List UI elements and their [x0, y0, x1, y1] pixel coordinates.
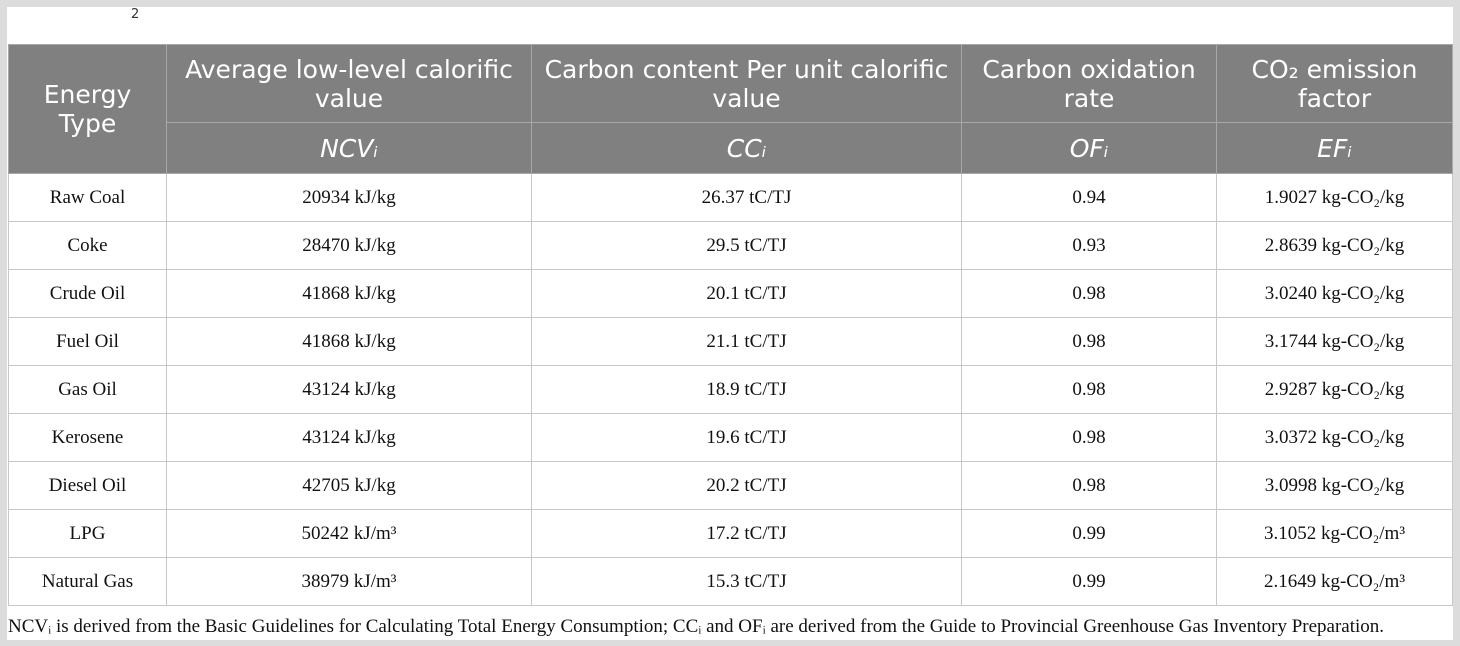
header-cell: CO₂ emission factor [1216, 44, 1453, 123]
table-cell: 19.6 tC/TJ [531, 413, 962, 462]
symbol-cell: NCVᵢ [166, 122, 532, 174]
table-cell: Gas Oil [8, 365, 167, 414]
table-row: LPG 50242 kJ/m³ 17.2 tC/TJ 0.99 3.1052 kg-CO… [8, 509, 1453, 558]
table-cell: 1.9027 kg-CO₂/kg [1216, 173, 1453, 222]
table-cell: 3.0998 kg-CO₂/kg [1216, 461, 1453, 510]
header-row: Energy Type Average low-level calorific v… [8, 44, 1453, 174]
table-cell: 28470 kJ/kg [166, 221, 532, 270]
table-cell: 3.1744 kg-CO₂/kg [1216, 317, 1453, 366]
table-cell: 21.1 tC/TJ [531, 317, 962, 366]
table-cell: 0.98 [961, 269, 1217, 318]
table-cell: 20.2 tC/TJ [531, 461, 962, 510]
table-cell: 0.94 [961, 173, 1217, 222]
table-cell: 20934 kJ/kg [166, 173, 532, 222]
table-cell: LPG [8, 509, 167, 558]
table-cell: 0.93 [961, 221, 1217, 270]
table-cell: 0.98 [961, 461, 1217, 510]
table-cell: 50242 kJ/m³ [166, 509, 532, 558]
table-cell: 0.98 [961, 365, 1217, 414]
table-row: Kerosene 43124 kJ/kg 19.6 tC/TJ 0.98 3.0372 … [8, 413, 1453, 462]
table-row: Natural Gas 38979 kJ/m³ 15.3 tC/TJ 0.99 2.16… [8, 557, 1453, 606]
table-cell: Crude Oil [8, 269, 167, 318]
table-cell: Kerosene [8, 413, 167, 462]
table-cell: 20.1 tC/TJ [531, 269, 962, 318]
table-row: Coke 28470 kJ/kg 29.5 tC/TJ 0.93 2.8639 kg-C… [8, 221, 1453, 270]
table-cell: 2.9287 kg-CO₂/kg [1216, 365, 1453, 414]
table-cell: 26.37 tC/TJ [531, 173, 962, 222]
table-body: Raw Coal 20934 kJ/kg 26.37 tC/TJ 0.94 1.9027… [8, 173, 1453, 606]
symbol-row: NCVᵢ CCᵢ OFᵢ EFᵢ [9, 122, 1453, 174]
symbol-cell: OFᵢ [961, 122, 1217, 174]
table-cell: Fuel Oil [8, 317, 167, 366]
table-row: Diesel Oil 42705 kJ/kg 20.2 tC/TJ 0.98 3.099… [8, 461, 1453, 510]
table-cell: 3.0240 kg-CO₂/kg [1216, 269, 1453, 318]
table-row: Crude Oil 41868 kJ/kg 20.1 tC/TJ 0.98 3.0240… [8, 269, 1453, 318]
table-cell: Raw Coal [8, 173, 167, 222]
table-cell: 18.9 tC/TJ [531, 365, 962, 414]
table-cell: Diesel Oil [8, 461, 167, 510]
header-cell: Carbon content Per unit calorific value [531, 44, 962, 123]
table-cell: 3.0372 kg-CO₂/kg [1216, 413, 1453, 462]
data-table: Energy Type Average low-level calorific v… [8, 44, 1453, 606]
table-cell: 41868 kJ/kg [166, 269, 532, 318]
header-cell: Carbon oxidation rate [961, 44, 1217, 123]
frame: 2 Energy Type Average low-level calorific… [7, 7, 1453, 640]
table-cell: 0.99 [961, 509, 1217, 558]
table-cell: 38979 kJ/m³ [166, 557, 532, 606]
header-cell: Energy Type [8, 44, 167, 174]
table-cell: Natural Gas [8, 557, 167, 606]
footnote: NCVᵢ is derived from the Basic Guideline… [8, 616, 1385, 637]
header-cell: Average low-level calorific value [166, 44, 532, 123]
table-cell: 42705 kJ/kg [166, 461, 532, 510]
table-row: Raw Coal 20934 kJ/kg 26.37 tC/TJ 0.94 1.9027… [8, 173, 1453, 222]
table-cell: 0.98 [961, 317, 1217, 366]
table-cell: 43124 kJ/kg [166, 365, 532, 414]
table-row: Gas Oil 43124 kJ/kg 18.9 tC/TJ 0.98 2.9287 k… [8, 365, 1453, 414]
table-cell: 3.1052 kg-CO₂/m³ [1216, 509, 1453, 558]
table-cell: 29.5 tC/TJ [531, 221, 962, 270]
table-cell: 43124 kJ/kg [166, 413, 532, 462]
table-cell: 17.2 tC/TJ [531, 509, 962, 558]
symbol-cell: EFᵢ [1216, 122, 1453, 174]
table-cell: 0.98 [961, 413, 1217, 462]
table-cell: 0.99 [961, 557, 1217, 606]
table-cell: Coke [8, 221, 167, 270]
table-row: Fuel Oil 41868 kJ/kg 21.1 tC/TJ 0.98 3.1744 … [8, 317, 1453, 366]
table-cell: 15.3 tC/TJ [531, 557, 962, 606]
symbol-cell: CCᵢ [531, 122, 962, 174]
table-cell: 41868 kJ/kg [166, 317, 532, 366]
table-cell: 2.1649 kg-CO₂/m³ [1216, 557, 1453, 606]
table-cell: 2.8639 kg-CO₂/kg [1216, 221, 1453, 270]
caption-fragment: 2 [131, 7, 140, 22]
